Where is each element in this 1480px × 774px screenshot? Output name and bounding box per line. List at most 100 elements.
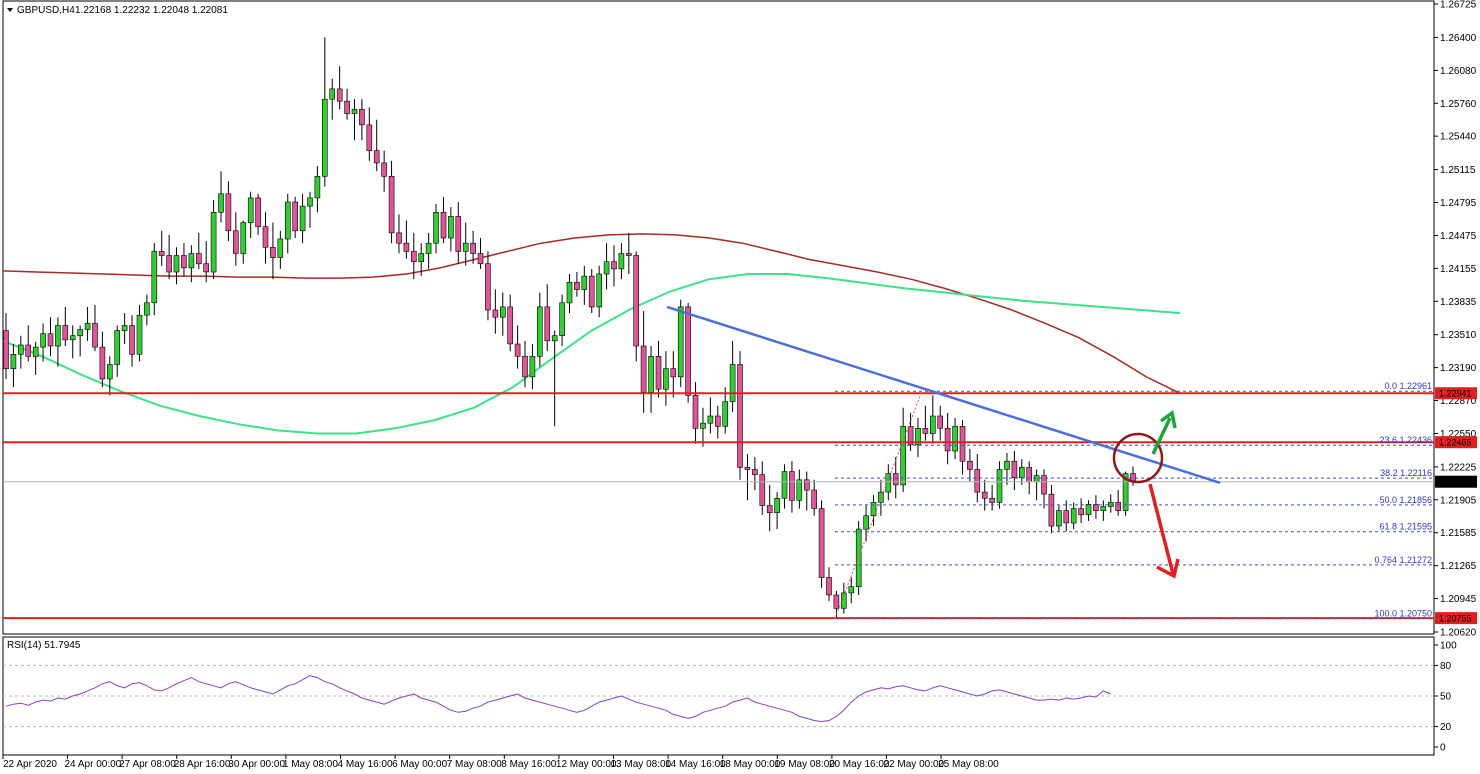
candle-body — [967, 460, 973, 470]
candle-body — [789, 471, 795, 501]
price-tick-label: 1.21265 — [1440, 561, 1477, 572]
candle-body — [848, 586, 855, 594]
time-tick-label: 18 May 00:00 — [720, 759, 781, 770]
candle-body — [625, 253, 632, 256]
candle-body — [677, 306, 684, 378]
candle-body — [818, 508, 825, 578]
fib-level-label: 38.2 1.22116 — [1380, 468, 1432, 478]
candle-body — [796, 479, 803, 501]
candle-body — [99, 346, 106, 380]
time-tick-label: 22 Apr 2020 — [3, 759, 57, 770]
candle-body — [188, 253, 195, 269]
candle-body — [470, 242, 476, 254]
time-tick-label: 25 May 08:00 — [938, 759, 999, 770]
candle-body — [544, 306, 551, 342]
time-tick-label: 14 May 16:00 — [665, 759, 726, 770]
candle-body — [559, 302, 565, 336]
candle-body — [907, 425, 914, 446]
time-tick-label: 24 Apr 00:00 — [65, 759, 122, 770]
candle-body — [3, 330, 9, 370]
candle-body — [492, 309, 499, 318]
candle-body — [448, 216, 454, 239]
candle-body — [692, 395, 699, 429]
price-tick-label: 1.23835 — [1440, 297, 1477, 308]
candle-body — [737, 364, 743, 468]
price-tick-label: 1.21905 — [1440, 495, 1477, 506]
candle-body — [403, 242, 410, 252]
bullish-arrowhead — [1159, 409, 1177, 429]
candle-body — [714, 415, 721, 427]
candle-body — [329, 88, 336, 100]
candle-body — [729, 364, 736, 402]
candle-body — [203, 263, 209, 273]
current-price-tag-box — [1435, 475, 1477, 488]
candle-body — [588, 275, 595, 308]
candle-body — [685, 306, 691, 396]
candle-body — [107, 364, 113, 380]
candle-body — [121, 325, 128, 331]
candle-body — [173, 255, 180, 273]
candle-body — [270, 247, 276, 258]
candle-body — [32, 346, 39, 357]
candle-body — [833, 594, 840, 609]
price-tick-label: 1.25440 — [1440, 132, 1477, 143]
rsi-tick-label: 0 — [1440, 743, 1446, 754]
level-price-tag-box — [1435, 612, 1477, 625]
candle-body — [181, 255, 187, 269]
time-tick-label: 8 May 16:00 — [501, 759, 556, 770]
dropdown-triangle-icon[interactable] — [7, 8, 13, 12]
candle-body — [700, 422, 706, 429]
candle-body — [440, 212, 447, 239]
candle-body — [648, 355, 654, 393]
price-axis: 1.26725 1.26400 1.26080 1.25760 1.25440 1.251… — [1434, 0, 1477, 639]
ohlc-values: 1.22168 1.22232 1.22048 1.22081 — [75, 5, 228, 16]
candle-body — [640, 345, 647, 393]
breakout-circle — [1112, 432, 1164, 484]
candle-body — [603, 261, 610, 275]
candle-body — [17, 344, 24, 355]
trendline — [666, 305, 1221, 485]
candle-body — [507, 306, 514, 345]
candle-body — [752, 469, 758, 475]
candlesticks — [3, 37, 1136, 619]
candle-body — [1033, 475, 1040, 483]
candle-body — [663, 368, 669, 390]
candle-body — [69, 335, 76, 341]
price-tick-label: 1.24475 — [1440, 231, 1477, 242]
candle-body — [633, 255, 640, 347]
time-tick-label: 13 May 08:00 — [611, 759, 672, 770]
candle-body — [166, 255, 172, 273]
time-tick-label: 27 Apr 08:00 — [119, 759, 176, 770]
candle-body — [277, 238, 284, 258]
candle-body — [722, 401, 729, 427]
time-tick-label: 6 May 00:00 — [392, 759, 447, 770]
candle-body — [25, 344, 32, 357]
candle-body — [922, 427, 929, 434]
candle-body — [262, 226, 269, 248]
price-tick-label: 1.22870 — [1440, 396, 1477, 407]
time-tick-label: 19 May 08:00 — [774, 759, 835, 770]
price-tick-label: 1.22550 — [1440, 429, 1477, 440]
candle-body — [373, 150, 380, 164]
candle-body — [581, 275, 588, 290]
candle-body — [351, 109, 358, 114]
fib-level-label: 0.764 1.21272 — [1374, 555, 1432, 565]
candle-body — [284, 201, 291, 240]
candle-body — [981, 491, 988, 499]
time-tick-label: 1 May 08:00 — [283, 759, 338, 770]
rsi-tick-label: 50 — [1440, 692, 1452, 703]
candle-body — [551, 335, 558, 342]
candle-body — [1018, 467, 1025, 478]
candle-body — [359, 109, 365, 126]
candle-body — [1026, 467, 1032, 483]
candle-body — [381, 162, 387, 177]
candle-body — [781, 471, 788, 499]
candle-body — [396, 232, 402, 244]
candle-body — [892, 473, 899, 486]
support-resistance-lines — [3, 392, 1434, 620]
candle-body — [1085, 504, 1092, 515]
price-tick-label: 1.23510 — [1440, 330, 1477, 341]
candle-body — [240, 222, 247, 254]
candle-body — [477, 253, 484, 265]
